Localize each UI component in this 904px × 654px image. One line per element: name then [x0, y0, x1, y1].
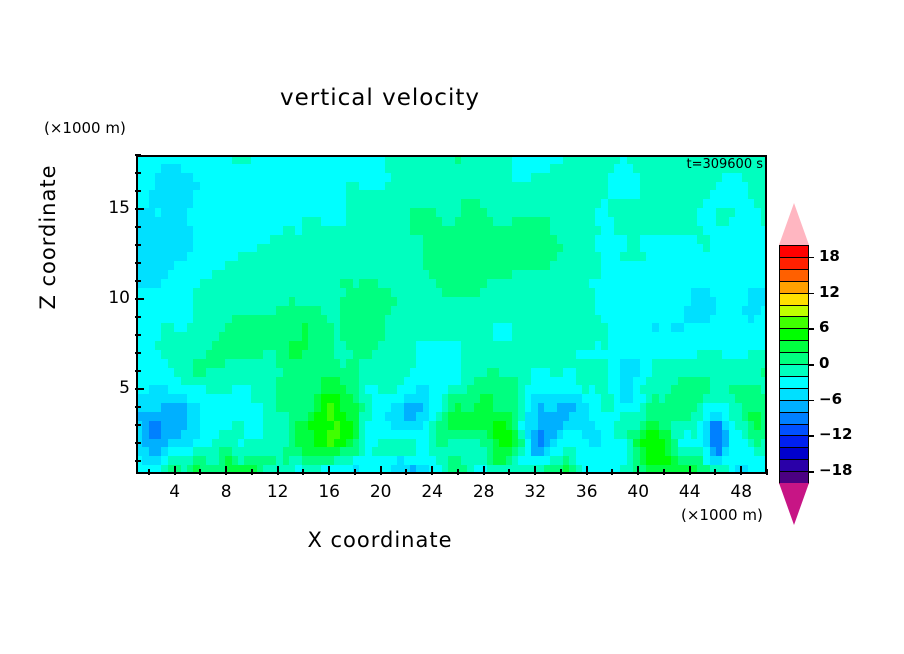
x-tick-label: 32: [524, 482, 547, 502]
x-axis-tick: [585, 466, 588, 475]
colorbar-tick-label: 0: [819, 354, 830, 372]
x-axis-tick: [482, 466, 485, 475]
y-axis-tick: [135, 154, 141, 156]
y-axis-tick: [135, 297, 144, 300]
x-tick-label: 36: [575, 482, 598, 502]
x-axis-title: X coordinate: [307, 528, 453, 552]
y-axis-tick: [135, 171, 141, 174]
x-tick-label: 24: [421, 482, 443, 502]
x-axis-tick: [508, 469, 511, 475]
x-axis-tick: [199, 469, 202, 475]
y-axis-tick: [135, 369, 141, 372]
x-axis-tick: [405, 469, 408, 475]
colorbar-tick: [809, 328, 814, 330]
x-tick-label: 4: [169, 482, 181, 502]
y-axis-tick: [135, 459, 141, 462]
timestamp-label: t=309600 s: [686, 157, 763, 172]
x-axis-tick: [740, 466, 743, 475]
x-axis-tick: [328, 466, 331, 475]
y-axis-tick: [135, 243, 141, 246]
x-axis-tick: [714, 469, 717, 475]
x-tick-label: 48: [730, 482, 753, 502]
y-axis-tick: [135, 189, 141, 192]
x-axis-tick: [611, 469, 614, 475]
colorbar-tick-label: 6: [819, 318, 830, 337]
colorbar-tick: [809, 292, 814, 295]
x-axis-tick: [302, 469, 305, 475]
contour-field: [136, 155, 767, 474]
z-axis-units-label: (×1000 m): [44, 119, 126, 137]
x-tick-label: 20: [369, 482, 392, 502]
colorbar-tick: [809, 399, 814, 402]
x-axis-tick: [534, 466, 537, 475]
x-tick-label: 8: [220, 482, 232, 502]
y-axis-tick: [135, 441, 141, 444]
x-axis-tick: [225, 466, 228, 475]
x-axis-tick: [276, 466, 279, 475]
colorbar-tick: [809, 364, 814, 366]
y-axis-tick: [135, 207, 144, 210]
x-tick-label: 40: [627, 482, 650, 502]
y-axis-tick: [135, 315, 141, 318]
colorbar-tick-label: −18: [819, 461, 853, 480]
colorbar-tick-label: 12: [819, 282, 840, 301]
colorbar-tick: [809, 471, 814, 473]
y-axis-title: Z coordinate: [36, 164, 60, 310]
x-axis-tick: [766, 469, 768, 475]
colorbar-tick-label: −6: [819, 389, 843, 408]
y-tick-label: 10: [108, 287, 130, 308]
x-axis-tick: [173, 466, 176, 475]
x-tick-label: 28: [472, 482, 495, 502]
x-axis-tick: [559, 469, 562, 475]
x-axis-tick: [662, 469, 665, 475]
colorbar-over-cap: [779, 203, 809, 245]
colorbar-tick: [809, 256, 814, 259]
colorbar-under-cap: [779, 483, 809, 525]
contour-plot-area: t=309600 s: [135, 154, 768, 475]
y-axis-tick: [135, 225, 141, 228]
colorbar: 18 12 6 0 −6 −12 −18: [779, 203, 852, 525]
x-axis-tick: [637, 466, 640, 475]
x-axis-tick: [250, 469, 253, 475]
x-axis-tick: [147, 469, 150, 475]
page-title: vertical velocity: [280, 85, 480, 111]
colorbar-tick-label: 18: [819, 246, 840, 265]
x-tick-label: 44: [678, 482, 701, 502]
x-axis-tick: [456, 469, 459, 475]
y-axis-tick: [135, 333, 141, 336]
y-axis-tick: [135, 279, 141, 282]
x-axis-tick: [379, 466, 382, 475]
x-tick-label: 12: [266, 482, 289, 502]
y-tick-label: 5: [119, 377, 130, 398]
colorbar-tick: [809, 435, 814, 437]
x-axis-tick: [353, 469, 356, 475]
x-axis-tick: [431, 466, 434, 475]
y-axis-tick: [135, 423, 141, 426]
y-axis-tick: [135, 261, 141, 264]
y-axis-tick: [135, 405, 141, 408]
y-axis-tick: [135, 387, 144, 390]
x-axis-units-label: (×1000 m): [681, 506, 763, 524]
x-axis-tick: [688, 466, 691, 475]
y-tick-label: 15: [108, 197, 130, 218]
colorbar-tick-label: −12: [819, 425, 853, 444]
x-tick-label: 16: [318, 482, 340, 502]
y-axis-tick: [135, 351, 141, 354]
